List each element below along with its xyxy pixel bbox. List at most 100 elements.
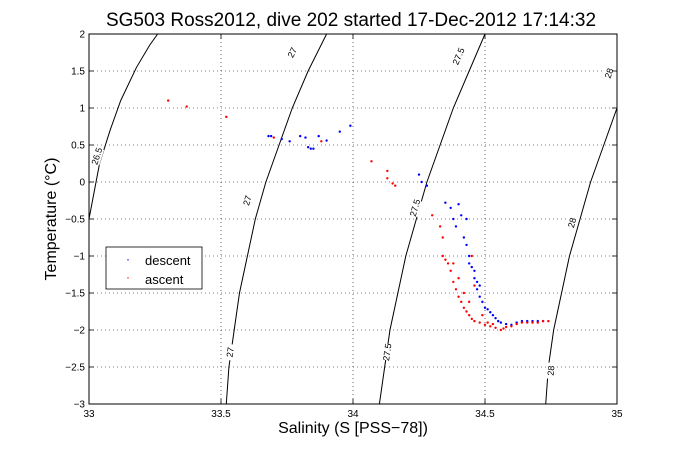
y-tick-label: −2 bbox=[74, 326, 86, 337]
ascent-point bbox=[473, 319, 476, 323]
density-contour-line bbox=[225, 33, 328, 405]
descent-point bbox=[457, 203, 460, 206]
ascent-point bbox=[386, 169, 389, 173]
ascent-point bbox=[470, 317, 473, 321]
y-tick-label: 0 bbox=[79, 178, 85, 189]
ascent-point bbox=[446, 262, 450, 265]
ascent-point bbox=[386, 177, 389, 180]
contour-label-mask bbox=[408, 198, 423, 217]
ascent-point bbox=[394, 184, 397, 187]
ascent-point bbox=[486, 321, 489, 324]
ascent-point bbox=[502, 327, 505, 330]
descent-point bbox=[478, 295, 481, 298]
contour-label: 27.5 bbox=[408, 198, 422, 218]
x-tick-label: 34 bbox=[347, 409, 359, 420]
ascent-point bbox=[470, 254, 473, 258]
y-tick-label: 1 bbox=[79, 104, 85, 115]
y-axis-ticks: −3 −2.5 −2 −1.5 −1 −0.5 0 0.5 1 1.5 2 bbox=[65, 30, 617, 411]
descent-point bbox=[473, 269, 476, 272]
ascent-point bbox=[462, 306, 466, 309]
contour-label: 27.5 bbox=[381, 343, 393, 362]
contour-label-mask bbox=[224, 343, 237, 361]
ascent-point bbox=[391, 182, 394, 185]
ascent-point bbox=[465, 310, 468, 313]
ascent-point bbox=[462, 291, 466, 295]
y-tick-label: −3 bbox=[74, 400, 86, 411]
y-tick-label: 0.5 bbox=[71, 141, 85, 152]
descent-point bbox=[269, 134, 273, 138]
x-axis-ticks: 33 33.5 34 34.5 35 bbox=[83, 34, 623, 420]
ascent-point bbox=[457, 295, 460, 298]
ascent-point bbox=[441, 236, 444, 239]
descent-point bbox=[467, 254, 471, 258]
ascent-point bbox=[449, 269, 452, 272]
descent-point bbox=[280, 137, 283, 141]
legend-label-descent: descent bbox=[145, 253, 191, 268]
descent-point bbox=[444, 201, 447, 204]
descent-point bbox=[481, 300, 484, 304]
descent-point bbox=[467, 262, 471, 265]
ascent-point bbox=[541, 319, 545, 323]
legend-box bbox=[105, 246, 203, 290]
legend-marker-descent: · bbox=[126, 252, 130, 266]
legend-label-ascent: ascent bbox=[145, 272, 184, 287]
ascent-point bbox=[452, 280, 455, 284]
contour-label: 27 bbox=[286, 46, 299, 59]
descent-point bbox=[454, 225, 458, 228]
contour-label: 28 bbox=[566, 217, 578, 229]
descent-point bbox=[317, 134, 320, 138]
descent-point bbox=[478, 284, 481, 287]
ascent-point bbox=[531, 321, 534, 324]
ascent-point bbox=[438, 225, 442, 228]
contour-label-mask bbox=[565, 213, 580, 232]
ascent-point bbox=[185, 105, 188, 108]
descent-point bbox=[325, 139, 328, 142]
x-tick-label: 35 bbox=[611, 409, 623, 420]
contour-label-mask bbox=[545, 362, 557, 380]
descent-point bbox=[420, 180, 423, 184]
ascent-point bbox=[370, 160, 373, 163]
descent-point bbox=[338, 130, 341, 133]
descent-point bbox=[309, 147, 312, 150]
contour-label-mask bbox=[284, 43, 301, 62]
ascent-point bbox=[320, 140, 323, 143]
density-contour-line bbox=[545, 107, 618, 405]
descent-point bbox=[475, 288, 479, 291]
ascent-point bbox=[431, 214, 434, 217]
descent-point bbox=[299, 134, 302, 138]
ascent-point bbox=[515, 322, 518, 326]
descent-point bbox=[504, 322, 508, 326]
ascent-point bbox=[491, 322, 495, 326]
ascent-point bbox=[478, 321, 481, 324]
ascent-point bbox=[167, 99, 170, 102]
ascent-point bbox=[272, 136, 275, 139]
contour-label-mask bbox=[450, 46, 467, 66]
ascent-point bbox=[536, 321, 539, 324]
descent-point bbox=[497, 319, 500, 323]
ascent-point bbox=[504, 325, 508, 329]
y-tick-label: −2.5 bbox=[65, 363, 85, 374]
descent-point bbox=[452, 217, 455, 221]
ascent-point bbox=[510, 325, 513, 328]
ascent-point bbox=[444, 258, 447, 261]
y-tick-label: −1.5 bbox=[65, 289, 85, 300]
y-tick-label: 2 bbox=[79, 30, 85, 41]
descent-point bbox=[462, 236, 466, 239]
descent-point bbox=[473, 277, 476, 280]
ascent-point bbox=[526, 321, 529, 324]
y-tick-label: −0.5 bbox=[65, 215, 85, 226]
descent-point bbox=[486, 308, 489, 311]
x-tick-label: 34.5 bbox=[475, 409, 495, 420]
legend[interactable]: · descent · ascent bbox=[105, 246, 203, 290]
ascent-point bbox=[489, 325, 492, 328]
descent-point bbox=[267, 134, 270, 138]
chart-title: SG503 Ross2012, dive 202 started 17-Dec-… bbox=[106, 10, 596, 31]
descent-point bbox=[489, 311, 492, 314]
contour-label-mask bbox=[601, 64, 617, 83]
ascent-point bbox=[441, 254, 444, 258]
descent-point bbox=[465, 243, 468, 247]
y-axis-label: Temperature (°C) bbox=[43, 158, 60, 281]
contour-label: 28 bbox=[546, 365, 557, 376]
